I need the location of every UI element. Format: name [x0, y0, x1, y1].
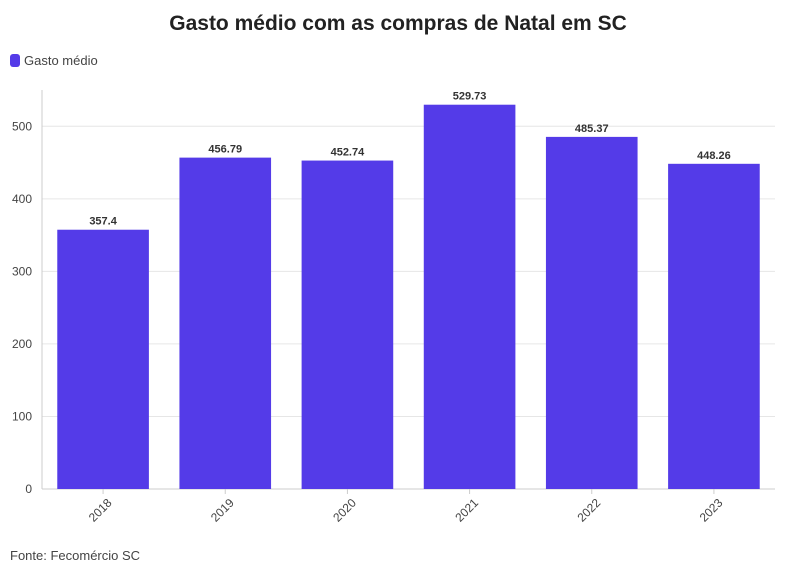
y-tick-label: 300 [12, 264, 32, 278]
legend-label: Gasto médio [24, 53, 98, 68]
y-tick-label: 400 [12, 192, 32, 206]
x-tick-label: 2020 [330, 496, 359, 525]
y-tick-label: 0 [25, 482, 32, 496]
y-tick-label: 100 [12, 409, 32, 423]
x-tick-label: 2021 [452, 496, 481, 525]
legend-swatch [10, 54, 20, 67]
chart-title: Gasto médio com as compras de Natal em S… [169, 12, 627, 35]
data-label: 529.73 [453, 91, 487, 103]
data-label: 357.4 [89, 216, 117, 228]
y-tick-label: 500 [12, 119, 32, 133]
bar-2023 [668, 163, 760, 489]
x-tick-label: 2019 [208, 496, 237, 525]
x-tick-label: 2022 [575, 496, 604, 525]
bar-2022 [545, 136, 638, 490]
bar-2020 [301, 160, 394, 489]
bar-2021 [423, 104, 516, 490]
bar-2018 [57, 229, 149, 490]
x-tick-label: 2023 [697, 496, 726, 525]
data-label: 485.37 [575, 123, 609, 135]
data-label: 448.26 [697, 150, 731, 162]
legend[interactable]: Gasto médio [10, 53, 98, 68]
source-note: Fonte: Fecomércio SC [10, 548, 141, 563]
gridlines [42, 125, 775, 417]
x-tick-label: 2018 [86, 496, 115, 525]
data-labels: 357.4 456.79 452.74 529.73 485.37 448.26 [89, 91, 730, 228]
y-tick-label: 200 [12, 337, 32, 351]
data-label: 456.79 [208, 144, 242, 156]
bars [57, 104, 760, 490]
bar-2019 [179, 157, 272, 489]
data-label: 452.74 [331, 147, 366, 159]
